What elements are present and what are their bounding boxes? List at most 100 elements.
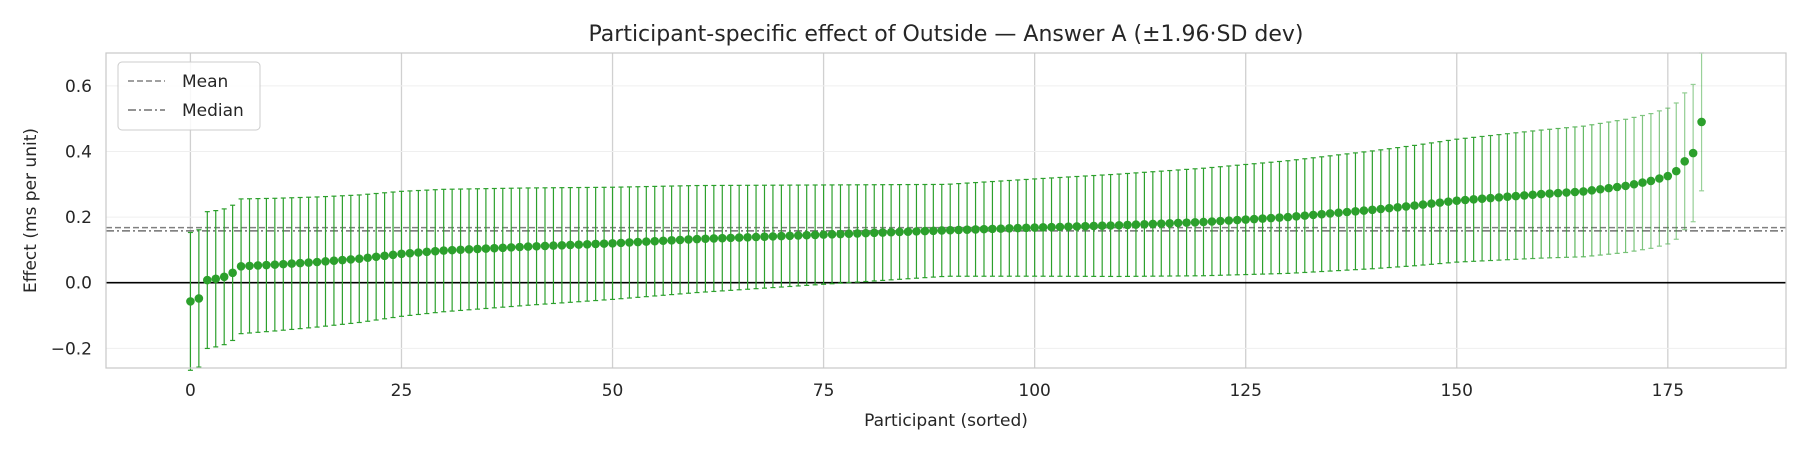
x-tick-label: 75 bbox=[813, 381, 835, 401]
data-point bbox=[1216, 216, 1225, 226]
data-point bbox=[312, 257, 322, 267]
data-point bbox=[1486, 193, 1495, 203]
plot-frame bbox=[105, 52, 1787, 369]
data-point bbox=[1663, 171, 1673, 181]
data-point bbox=[1452, 196, 1462, 205]
data-point bbox=[397, 249, 406, 259]
data-point bbox=[338, 255, 347, 265]
data-point bbox=[236, 261, 246, 271]
data-point bbox=[1224, 216, 1234, 225]
data-point bbox=[473, 244, 482, 254]
data-point bbox=[1503, 192, 1512, 202]
data-point bbox=[599, 239, 609, 248]
data-point bbox=[1334, 208, 1343, 218]
data-point bbox=[540, 241, 550, 251]
data-point bbox=[1697, 117, 1706, 127]
data-point bbox=[1013, 223, 1023, 233]
data-point bbox=[1579, 187, 1588, 196]
data-point bbox=[245, 261, 254, 271]
data-point bbox=[566, 240, 575, 250]
data-point bbox=[439, 246, 448, 255]
data-point bbox=[988, 224, 997, 234]
data-point bbox=[760, 232, 769, 241]
data-point bbox=[1266, 213, 1276, 223]
data-point bbox=[506, 243, 516, 252]
data-point bbox=[844, 229, 854, 239]
data-point bbox=[1435, 198, 1445, 207]
data-point bbox=[1325, 209, 1335, 218]
data-point bbox=[633, 237, 643, 247]
data-point bbox=[557, 240, 567, 250]
data-point bbox=[1114, 220, 1124, 230]
data-point bbox=[692, 234, 702, 244]
data-point bbox=[287, 259, 297, 268]
data-point bbox=[1055, 222, 1065, 232]
data-point bbox=[253, 261, 263, 270]
y-axis-label: Effect (ms per unit) bbox=[21, 128, 41, 293]
legend-mean-label: Mean bbox=[182, 72, 228, 92]
data-point bbox=[1156, 219, 1166, 228]
data-point bbox=[278, 259, 288, 269]
data-point bbox=[456, 245, 465, 255]
x-tick-label: 50 bbox=[602, 381, 624, 401]
data-point bbox=[1469, 195, 1478, 204]
data-point bbox=[1460, 195, 1470, 205]
data-point bbox=[625, 238, 634, 247]
data-point bbox=[642, 237, 651, 246]
x-tick-label: 175 bbox=[1652, 381, 1684, 401]
data-point bbox=[1249, 214, 1259, 224]
data-point bbox=[869, 228, 879, 238]
data-point bbox=[734, 233, 744, 242]
data-point bbox=[1317, 209, 1326, 219]
data-point bbox=[228, 268, 237, 278]
data-point bbox=[777, 231, 786, 241]
data-point bbox=[954, 225, 963, 235]
data-point bbox=[1384, 203, 1394, 213]
data-point bbox=[717, 233, 727, 243]
data-point bbox=[186, 297, 195, 306]
y-tick-label: 0.2 bbox=[65, 208, 92, 228]
data-point bbox=[726, 233, 736, 243]
data-point bbox=[709, 234, 719, 243]
data-point bbox=[1646, 176, 1656, 186]
data-point bbox=[1232, 215, 1242, 225]
data-point bbox=[304, 258, 313, 267]
data-point bbox=[810, 230, 820, 240]
data-point bbox=[414, 248, 423, 257]
data-point bbox=[1140, 219, 1149, 229]
data-point bbox=[1123, 220, 1132, 230]
data-point bbox=[1258, 214, 1267, 223]
data-point bbox=[895, 227, 904, 237]
data-point bbox=[1131, 220, 1141, 229]
y-tick-label: −0.2 bbox=[51, 339, 92, 359]
data-point bbox=[836, 229, 845, 239]
data-point bbox=[819, 230, 828, 239]
tick-labels: 0 25 50 75 100 125 150 175 −0.2 0.0 0.2 0.4 0.6 bbox=[51, 77, 1684, 401]
data-point bbox=[1621, 181, 1630, 191]
data-point bbox=[1401, 202, 1411, 211]
legend-median-label: Median bbox=[182, 101, 244, 121]
data-point bbox=[1182, 218, 1191, 227]
data-point bbox=[1519, 191, 1529, 200]
data-point bbox=[380, 251, 389, 261]
data-point bbox=[1165, 218, 1175, 228]
data-point bbox=[1097, 221, 1107, 231]
data-point bbox=[675, 235, 685, 245]
data-point bbox=[1528, 190, 1538, 200]
data-point bbox=[194, 294, 204, 303]
data-point bbox=[1545, 189, 1554, 198]
data-point bbox=[1570, 187, 1580, 197]
data-point bbox=[1671, 166, 1681, 176]
data-point bbox=[684, 235, 693, 244]
data-point bbox=[616, 238, 626, 248]
data-point bbox=[650, 236, 660, 246]
data-point bbox=[861, 228, 871, 238]
data-point bbox=[1241, 215, 1250, 224]
data-point bbox=[1106, 221, 1115, 230]
data-point bbox=[1418, 200, 1428, 209]
data-point bbox=[1536, 189, 1546, 199]
data-point bbox=[667, 236, 676, 245]
data-point bbox=[1368, 205, 1377, 215]
data-point bbox=[329, 256, 339, 266]
